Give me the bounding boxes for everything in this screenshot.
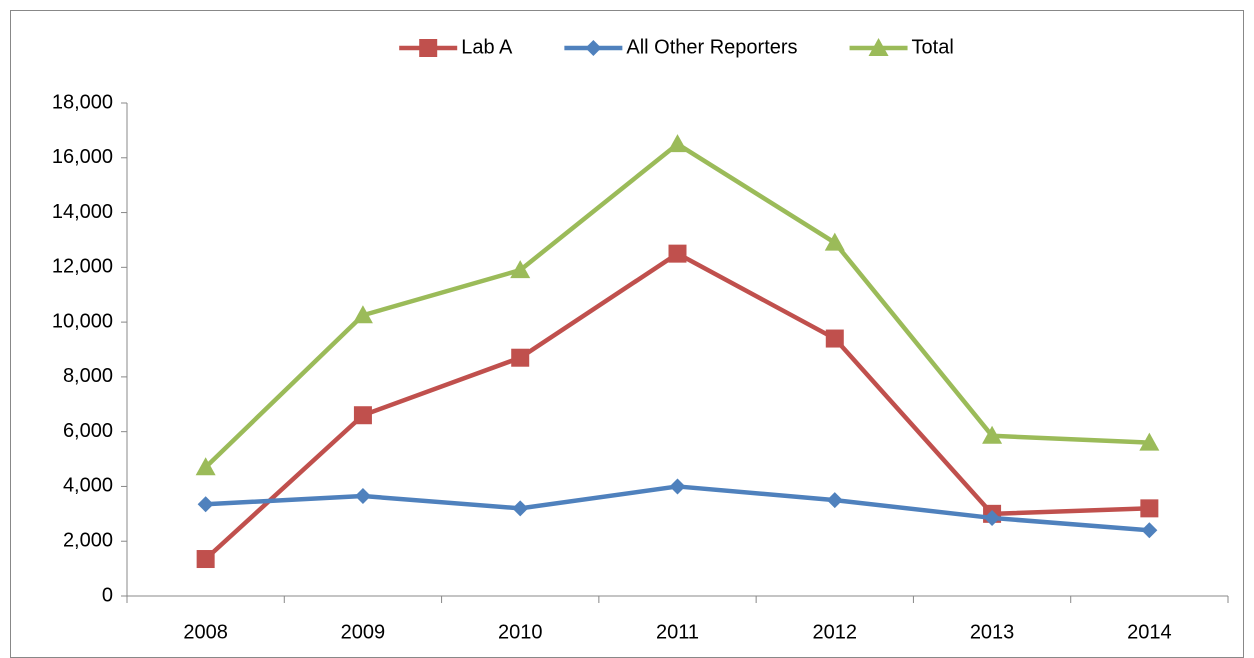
- x-tick-label: 2012: [813, 621, 858, 643]
- y-tick-label: 18,000: [52, 91, 113, 113]
- y-tick-label: 6,000: [63, 420, 113, 442]
- x-tick-label: 2011: [656, 621, 699, 643]
- marker: [982, 425, 1003, 444]
- y-tick-label: 2,000: [63, 530, 113, 552]
- marker: [512, 500, 529, 517]
- y-tick-label: 12,000: [52, 256, 113, 278]
- marker: [585, 40, 602, 56]
- marker: [510, 260, 531, 279]
- x-tick-label: 2014: [1127, 621, 1172, 643]
- chart-border: [10, 10, 1244, 658]
- marker: [1140, 499, 1159, 518]
- x-tick-label: 2010: [498, 621, 543, 643]
- marker: [419, 39, 438, 57]
- marker: [1141, 522, 1158, 539]
- marker: [1139, 432, 1160, 451]
- legend-label: Total: [912, 36, 954, 58]
- marker: [196, 550, 215, 569]
- legend-label: All Other Reporters: [626, 36, 797, 58]
- marker: [825, 329, 844, 348]
- y-tick-label: 14,000: [52, 201, 113, 223]
- marker: [354, 488, 371, 505]
- x-tick-label: 2008: [183, 621, 228, 643]
- x-tick-label: 2009: [341, 621, 386, 643]
- marker: [824, 232, 845, 251]
- y-tick-label: 8,000: [63, 365, 113, 387]
- marker: [352, 305, 373, 324]
- marker: [984, 509, 1001, 526]
- marker: [669, 478, 686, 495]
- marker: [667, 134, 688, 153]
- marker: [868, 38, 889, 56]
- y-tick-label: 0: [102, 584, 113, 606]
- marker: [668, 244, 687, 263]
- marker: [826, 492, 843, 509]
- y-tick-label: 16,000: [52, 146, 113, 168]
- x-tick-label: 2013: [970, 621, 1015, 643]
- marker: [195, 457, 216, 476]
- marker: [511, 348, 530, 367]
- y-tick-label: 10,000: [52, 310, 113, 332]
- legend-label: Lab A: [461, 36, 513, 58]
- marker: [353, 406, 372, 425]
- marker: [197, 496, 214, 513]
- y-tick-label: 4,000: [63, 475, 113, 497]
